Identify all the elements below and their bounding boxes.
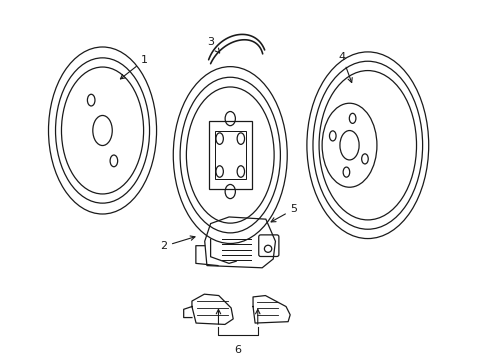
- Text: 5: 5: [270, 204, 297, 222]
- Ellipse shape: [348, 113, 355, 123]
- Bar: [214, 131, 245, 179]
- Text: 3: 3: [207, 37, 219, 53]
- Text: 6: 6: [234, 345, 241, 355]
- Text: 1: 1: [120, 55, 148, 79]
- Ellipse shape: [361, 154, 367, 164]
- Ellipse shape: [343, 167, 349, 177]
- Bar: [208, 121, 251, 189]
- Text: 2: 2: [160, 236, 195, 251]
- Ellipse shape: [329, 131, 335, 141]
- Text: 4: 4: [338, 52, 351, 82]
